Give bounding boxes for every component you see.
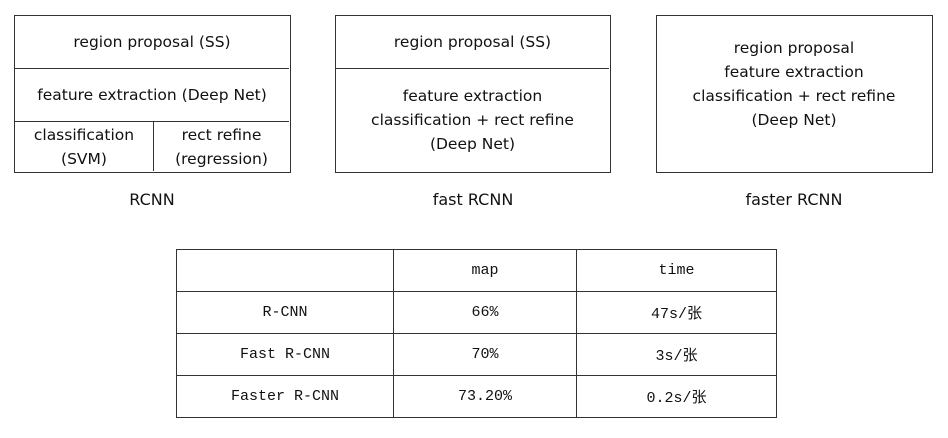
cell: 70% — [393, 333, 577, 376]
rcnn-box: region proposal (SS) feature extraction … — [14, 15, 291, 173]
cell: region proposal (SS) — [336, 16, 609, 68]
caption: RCNN — [129, 190, 175, 209]
cell-text: rect refine — [181, 125, 262, 144]
cell: 47s/张 — [576, 291, 777, 334]
cell-text: (Deep Net) — [429, 135, 516, 153]
cell-text: feature extraction — [724, 62, 864, 81]
cell: region proposal feature extraction classif… — [657, 16, 931, 171]
cell-text: region proposal (SS) — [393, 33, 552, 51]
caption: faster RCNN — [745, 190, 843, 209]
cell: classification (SVM) — [15, 121, 153, 171]
cell-text: (SVM) — [61, 149, 107, 168]
cell-text: (Deep Net) — [751, 110, 837, 129]
cell: feature extraction (Deep Net) — [15, 68, 289, 121]
cell-text: (regression) — [175, 149, 268, 168]
cell-text: classification + rect refine — [692, 86, 896, 105]
cell: region proposal (SS) — [15, 16, 289, 68]
cell-text: classification — [33, 125, 135, 144]
cell-text: region proposal — [733, 38, 855, 57]
caption: fast RCNN — [432, 190, 514, 209]
cell: 66% — [393, 291, 577, 334]
cell: R-CNN — [176, 291, 394, 334]
cell-text: classification + rect refine — [371, 111, 574, 129]
cell: 3s/张 — [576, 333, 777, 376]
cell: feature extraction classification + rect … — [336, 68, 609, 171]
fast-rcnn-box: region proposal (SS) feature extraction c… — [335, 15, 611, 173]
comparison-table: map time R-CNN 66% 47s/张 Fast R-CNN 70% … — [176, 249, 777, 418]
cell: 73.20% — [393, 375, 577, 418]
cell: Fast R-CNN — [176, 333, 394, 376]
faster-rcnn-box: region proposal feature extraction classif… — [656, 15, 933, 173]
row: Fast R-CNN 70% 3s/张 — [176, 333, 777, 376]
header-cell: time — [576, 249, 777, 292]
header-cell — [176, 249, 394, 292]
row: Faster R-CNN 73.20% 0.2s/张 — [176, 375, 777, 418]
cell-text: region proposal (SS) — [73, 33, 231, 51]
cell: 0.2s/张 — [576, 375, 777, 418]
header-cell: map — [393, 249, 577, 292]
cell-text: feature extraction (Deep Net) — [37, 86, 267, 104]
cell-text: feature extraction — [402, 87, 543, 105]
cell: rect refine (regression) — [153, 121, 289, 171]
cell: Faster R-CNN — [176, 375, 394, 418]
row: R-CNN 66% 47s/张 — [176, 291, 777, 334]
header-row: map time — [176, 249, 777, 292]
